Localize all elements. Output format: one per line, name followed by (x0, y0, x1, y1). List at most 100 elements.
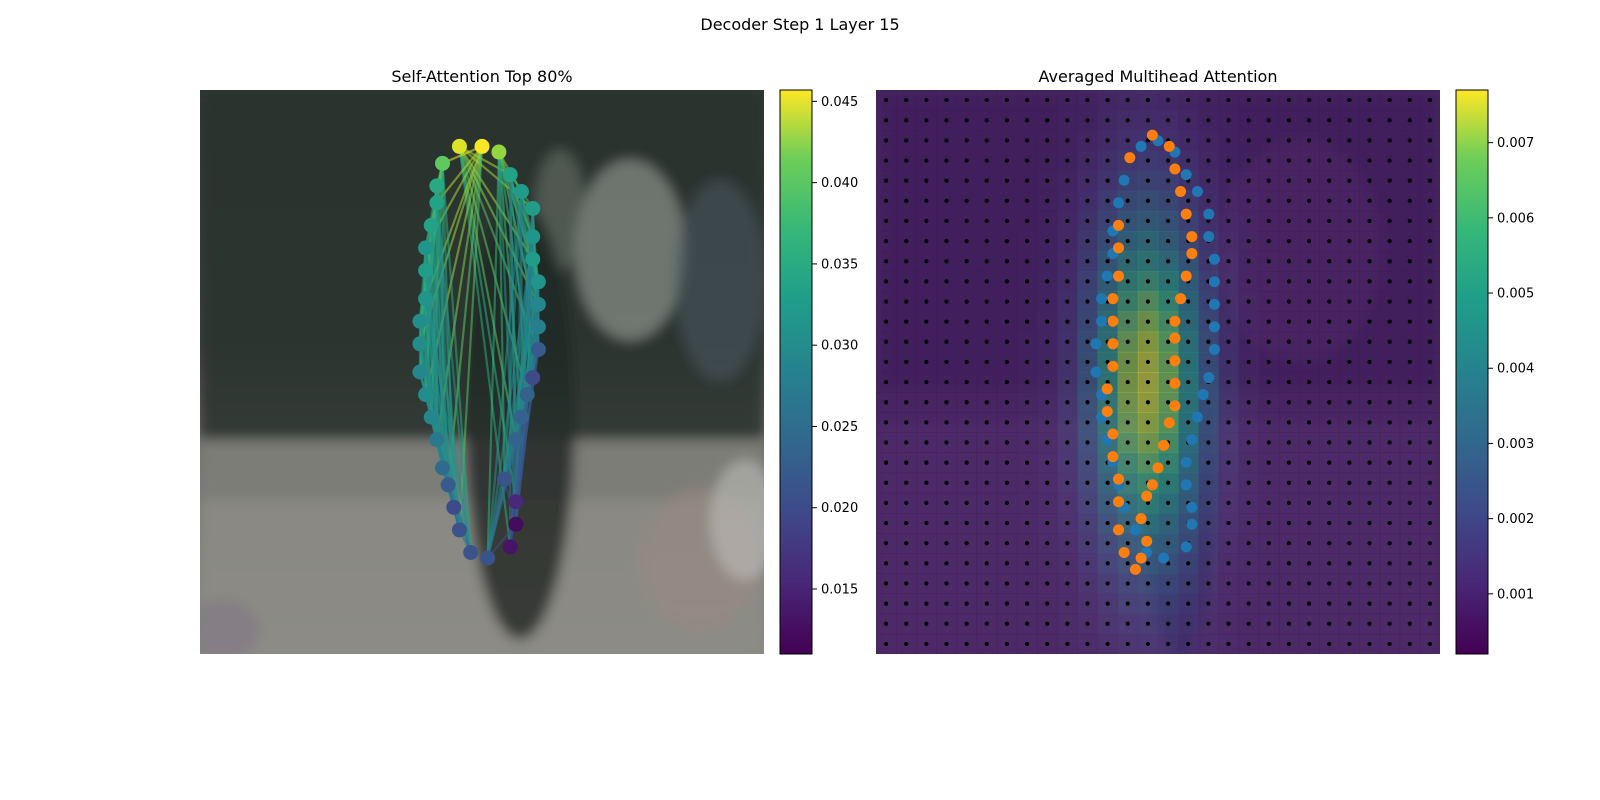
grid-dot (1085, 279, 1090, 284)
grid-dot (1145, 641, 1151, 647)
grid-dot (1165, 279, 1171, 284)
grid-dot (1367, 460, 1372, 465)
grid-dot (1327, 158, 1332, 163)
grid-dot (964, 118, 969, 123)
contour-point (412, 336, 428, 352)
grid-dot (1347, 561, 1352, 566)
grid-dot (964, 520, 969, 526)
orange-series-point (1169, 163, 1181, 175)
grid-dot (1407, 561, 1412, 566)
grid-dot (1024, 319, 1030, 324)
grid-dot (1306, 97, 1312, 103)
contour-point (525, 229, 541, 245)
grid-dot (1145, 460, 1151, 465)
grid-dot (1004, 541, 1010, 546)
grid-dot (1004, 480, 1010, 485)
contour-point (423, 409, 439, 425)
grid-dot (1085, 158, 1090, 163)
grid-dot (1427, 500, 1433, 506)
grid-dot (904, 319, 909, 324)
blue-series-point (1191, 186, 1203, 198)
attention-line (486, 478, 506, 559)
grid-dot (904, 520, 909, 526)
grid-dot (1004, 420, 1010, 425)
grid-dot (1165, 400, 1171, 405)
grid-dot (1145, 198, 1151, 203)
grid-dot (944, 339, 949, 344)
grid-dot (1045, 621, 1050, 626)
grid-dot (984, 601, 989, 606)
grid-dot (904, 339, 909, 344)
grid-dot (904, 541, 909, 546)
grid-dot (1004, 500, 1010, 506)
contour-point (451, 138, 467, 154)
grid-dot (1125, 561, 1130, 566)
grid-dot (1125, 259, 1130, 264)
grid-dot (924, 581, 929, 586)
grid-dot (1186, 259, 1191, 264)
grid-dot (1145, 420, 1151, 425)
grid-dot (1206, 97, 1211, 103)
grid-dot (1125, 400, 1130, 405)
grid-dot (1367, 480, 1372, 485)
grid-dot (1024, 138, 1030, 143)
grid-dot (1004, 158, 1010, 163)
grid-dot (964, 198, 969, 203)
grid-dot (1427, 541, 1433, 546)
grid-dot (964, 400, 969, 405)
grid-dot (1387, 641, 1392, 647)
grid-dot (1085, 601, 1090, 606)
grid-dot (1045, 500, 1050, 506)
grid-dot (1387, 178, 1392, 183)
grid-dot (1367, 500, 1372, 506)
grid-dot (1427, 460, 1433, 465)
contour-point (497, 471, 513, 487)
grid-dot (964, 561, 969, 566)
grid-dot (1165, 601, 1171, 606)
grid-dot (1226, 97, 1231, 103)
grid-dot (1065, 440, 1070, 445)
grid-dot (1186, 400, 1191, 405)
grid-dot (1266, 359, 1271, 365)
blue-series-point (1203, 372, 1215, 384)
grid-dot (1206, 319, 1211, 324)
grid-dot (1407, 500, 1412, 506)
grid-dot (1105, 581, 1110, 586)
grid-dot (1105, 218, 1110, 224)
blue-series-point (1208, 276, 1220, 288)
grid-dot (984, 520, 989, 526)
grid-dot (1367, 279, 1372, 284)
grid-dot (1266, 440, 1271, 445)
orange-series-point (1107, 293, 1119, 305)
blue-series-point (1180, 541, 1192, 553)
grid-dot (1004, 97, 1010, 103)
grid-dot (924, 339, 929, 344)
grid-dot (1286, 118, 1292, 123)
grid-dot (1186, 198, 1191, 203)
grid-dot (1085, 420, 1090, 425)
grid-dot (984, 339, 989, 344)
orange-series-point (1169, 315, 1181, 327)
grid-dot (1165, 299, 1171, 304)
grid-dot (1306, 279, 1312, 284)
grid-dot (1226, 621, 1231, 626)
contour-point (530, 319, 546, 335)
grid-dot (1327, 379, 1332, 385)
grid-dot (1266, 561, 1271, 566)
grid-dot (1085, 440, 1090, 445)
grid-dot (1045, 178, 1050, 183)
grid-dot (1367, 420, 1372, 425)
grid-dot (1004, 460, 1010, 465)
grid-dot (1206, 460, 1211, 465)
grid-dot (1186, 339, 1191, 344)
grid-dot (1367, 97, 1372, 103)
orange-series-point (1124, 152, 1136, 164)
grid-dot (1065, 601, 1070, 606)
grid-dot (964, 480, 969, 485)
blue-series-point (1186, 518, 1198, 530)
grid-dot (1286, 480, 1292, 485)
grid-dot (1327, 97, 1332, 103)
grid-dot (1347, 299, 1352, 304)
grid-dot (1266, 420, 1271, 425)
grid-dot (964, 158, 969, 163)
